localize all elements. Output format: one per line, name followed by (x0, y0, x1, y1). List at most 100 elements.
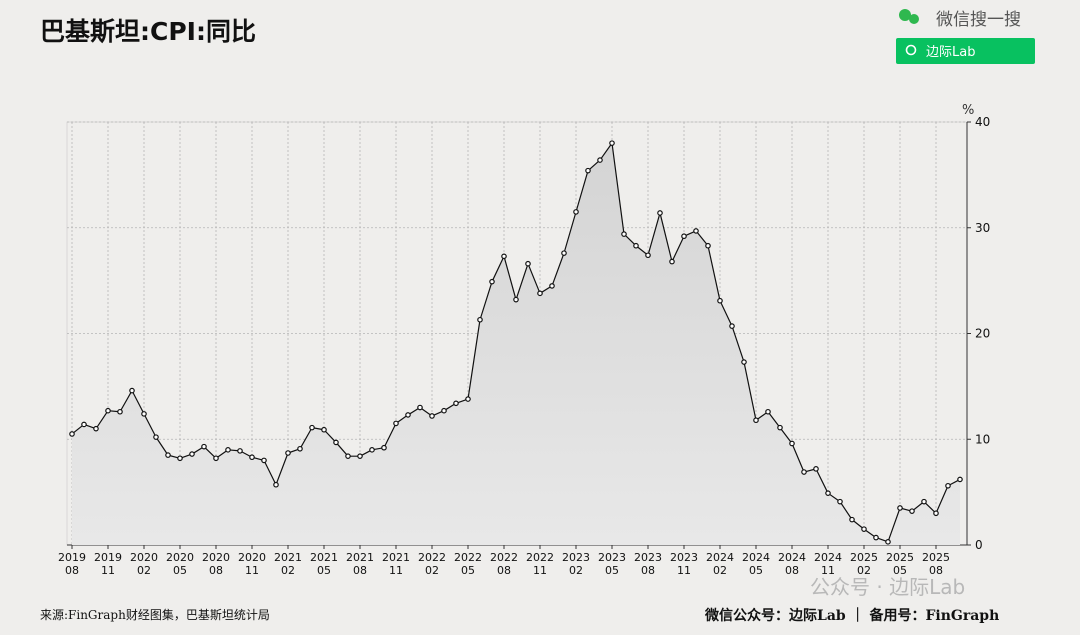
point (369, 447, 375, 453)
point (753, 417, 759, 424)
search-button-label[interactable]: 边际Lab (926, 45, 975, 60)
x-tick-label: 2021 (274, 551, 302, 564)
point (177, 455, 183, 462)
point (669, 258, 675, 265)
point (273, 481, 279, 488)
point (537, 290, 543, 297)
point (657, 210, 663, 216)
y-tick-label: 10 (975, 432, 990, 446)
x-tick-label: 08 (497, 564, 511, 577)
x-tick-label: 2022 (526, 551, 554, 564)
point (813, 466, 819, 472)
point (213, 455, 219, 462)
x-tick-label: 2021 (310, 551, 338, 564)
x-tick-label: 2022 (490, 551, 518, 564)
point (333, 439, 339, 446)
area (72, 143, 960, 545)
x-tick-label: 2023 (670, 551, 698, 564)
point (765, 408, 771, 415)
point (93, 425, 99, 432)
point (561, 250, 567, 256)
search-icon (905, 44, 917, 56)
x-tick-label: 2020 (202, 551, 230, 564)
point (345, 453, 351, 459)
point (129, 387, 135, 394)
x-tick-label: 05 (317, 564, 331, 577)
point (309, 424, 315, 431)
point (105, 407, 111, 414)
point (117, 408, 123, 415)
point (633, 242, 639, 249)
search-button[interactable] (896, 38, 1035, 64)
point (285, 450, 291, 456)
chart-title: 巴基斯坦:CPI:同比 (40, 17, 256, 46)
x-tick-label: 08 (929, 564, 943, 577)
point (153, 434, 159, 440)
point (357, 453, 363, 459)
point (165, 452, 171, 458)
x-tick-label: 2020 (166, 551, 194, 564)
point (417, 404, 423, 411)
wechat-icon (899, 9, 911, 21)
x-tick-label: 05 (893, 564, 907, 577)
y-tick-label: 20 (975, 327, 990, 341)
x-tick-label: 11 (389, 564, 403, 577)
point (237, 448, 243, 454)
y-tick-label: 0 (975, 538, 983, 552)
point (585, 167, 591, 174)
x-tick-label: 2024 (778, 551, 806, 564)
point (465, 396, 471, 402)
point (645, 252, 651, 259)
x-tick-label: 05 (749, 564, 763, 577)
point (225, 447, 231, 453)
x-tick-label: 2021 (382, 551, 410, 564)
x-tick-label: 11 (533, 564, 547, 577)
point (249, 454, 255, 461)
x-tick-label: 2019 (58, 551, 86, 564)
point (573, 209, 579, 215)
x-tick-label: 2020 (238, 551, 266, 564)
y-tick-label: 30 (975, 221, 990, 235)
point (957, 476, 963, 483)
point (201, 443, 207, 450)
x-tick-label: 02 (713, 564, 727, 577)
x-tick-label: 02 (137, 564, 151, 577)
x-tick-label: 2025 (850, 551, 878, 564)
x-tick-label: 05 (461, 564, 475, 577)
point (621, 231, 627, 237)
watermark: 公众号 · 边际Lab (810, 575, 965, 599)
point (477, 316, 483, 323)
point (801, 469, 807, 475)
point (825, 490, 831, 496)
point (393, 420, 399, 427)
x-tick-label: 08 (641, 564, 655, 577)
point (381, 444, 387, 451)
x-tick-label: 02 (857, 564, 871, 577)
point (609, 140, 615, 146)
x-tick-label: 2025 (886, 551, 914, 564)
x-tick-label: 2023 (598, 551, 626, 564)
x-tick-label: 11 (677, 564, 691, 577)
search-label: 微信搜一搜 (936, 10, 1021, 30)
point (777, 424, 783, 431)
x-tick-label: 08 (353, 564, 367, 577)
x-tick-label: 2025 (922, 551, 950, 564)
point (717, 297, 723, 304)
x-tick-label: 08 (209, 564, 223, 577)
point (69, 431, 75, 437)
x-tick-label: 2020 (130, 551, 158, 564)
point (945, 482, 951, 489)
x-tick-label: 2024 (742, 551, 770, 564)
point (921, 498, 927, 505)
point (141, 411, 147, 417)
point (885, 539, 891, 545)
wechat-icon (909, 14, 919, 24)
point (81, 421, 87, 428)
point (321, 426, 327, 433)
point (873, 534, 879, 541)
x-tick-label: 02 (425, 564, 439, 577)
x-tick-label: 02 (281, 564, 295, 577)
point (897, 505, 903, 511)
